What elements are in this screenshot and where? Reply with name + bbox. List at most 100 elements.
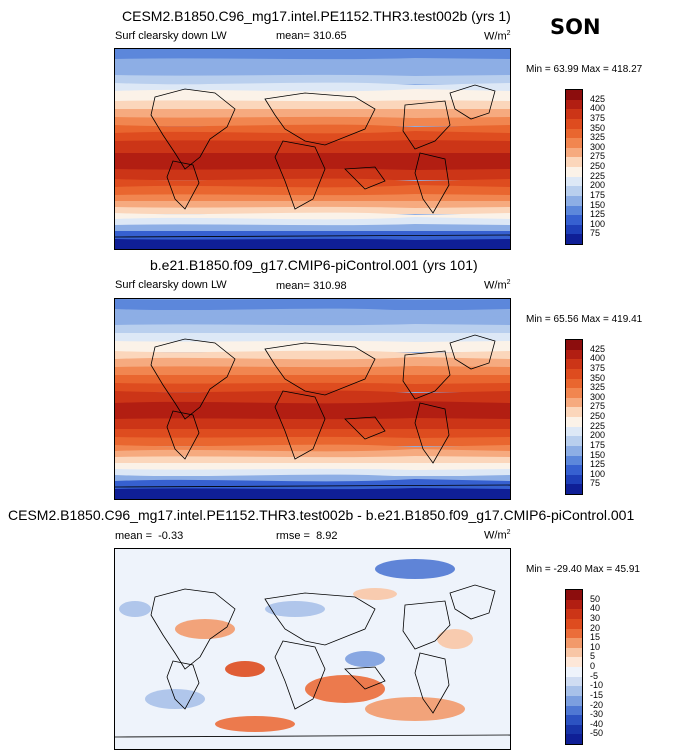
coastline [449,584,496,620]
coastline [344,416,386,440]
colorbar-swatch [566,657,582,667]
map-band [115,463,510,470]
colorbar-tick-label: 100 [590,218,606,229]
colorbar-tick-label: -15 [590,689,604,700]
map-band [115,201,510,208]
map-band [115,109,510,118]
colorbar-swatch [566,234,582,244]
coastline [402,100,451,150]
coastline [402,350,451,400]
colorbar-swatch [566,484,582,494]
colorbar-tick-label: 375 [590,362,606,373]
colorbar-swatch [566,90,582,100]
map-anomaly [365,697,465,721]
map-band [115,456,510,464]
colorbar-swatch [566,724,582,735]
colorbar-tick-label: 5 [590,651,596,662]
colorbar-tick-label: 125 [590,209,606,220]
colorbar-tick-label: 375 [590,112,606,123]
colorbar-swatch [566,138,582,148]
colorbar-tick-label: 425 [590,93,606,104]
panel1-title: CESM2.B1850.C96_mg17.intel.PE1152.THR3.t… [122,8,511,24]
coastline [344,166,386,190]
map-band [115,206,510,214]
map-band [115,429,510,438]
colorbar-swatch [566,407,582,417]
map-anomaly [265,601,325,617]
colorbar-tick-label: 200 [590,180,606,191]
map-band [115,231,510,240]
colorbar-tick-label: 350 [590,122,606,133]
coastline [414,152,450,214]
colorbar-tick-label: 275 [590,151,606,162]
coastline [449,84,496,120]
map-band [115,375,510,384]
coastline [166,660,200,710]
panel1-variable: Surf clearsky down LW [115,30,227,42]
map-band [115,479,510,490]
colorbar-tick-label: 250 [590,161,606,171]
colorbar-tick-label: 300 [590,391,606,402]
panel3-map-svg [115,549,510,749]
colorbar-swatch [566,167,582,177]
coastline [166,160,200,210]
colorbar-tick-label: 350 [590,372,606,383]
colorbar-tick-label: 100 [590,468,606,479]
colorbar-swatch [566,695,582,706]
map-band [115,488,510,499]
colorbar-swatch [566,705,582,716]
colorbar-swatch [566,215,582,225]
coastline [115,234,510,238]
colorbar-tick-label: -50 [590,728,604,739]
colorbar-swatch [566,465,582,475]
colorbar-tick-label: 150 [590,199,606,210]
map-band [115,468,510,476]
colorbar-tick-label: -30 [590,709,604,720]
colorbar-tick-label: 400 [590,103,606,114]
panel2-map-svg [115,299,510,499]
colorbar-swatch [566,388,582,398]
map-band [115,74,510,84]
colorbar-swatch [566,147,582,158]
colorbar-swatch [566,426,582,437]
colorbar-swatch [566,368,582,379]
panel1-units: W/m2 [484,30,511,43]
colorbar-swatch [566,340,582,350]
panel3-rmse: rmse = 8.92 [276,530,338,542]
colorbar-tick-label: 225 [590,170,606,181]
panel3-map [114,548,511,750]
coastline [414,652,450,714]
colorbar-tick-label: -5 [590,670,599,681]
panel1-map-svg [115,49,510,249]
colorbar-swatch [566,99,582,110]
map-band [115,224,510,232]
map-band [115,324,510,334]
colorbar-swatch [566,474,582,485]
map-band [115,217,510,226]
panel3-minmax: Min = -29.40 Max = 45.91 [526,564,640,575]
coastline [344,666,386,690]
colorbar-swatch [566,628,582,639]
colorbar-swatch [566,590,582,600]
colorbar-tick-label: -10 [590,680,604,691]
colorbar-swatch [566,734,582,744]
map-anomaly [225,661,265,677]
coastline [274,390,326,460]
coastline [402,600,451,650]
colorbar-swatch [566,118,582,129]
coastline [115,734,510,738]
map-band [115,58,510,68]
panel2-mean: mean= 310.98 [276,280,347,292]
colorbar-swatch [566,359,582,369]
colorbar-tick-label: 250 [590,411,606,421]
map-band [115,194,510,202]
colorbar-swatch [566,667,582,677]
map-band [115,299,510,310]
map-band [115,100,510,110]
map-anomaly [437,629,473,649]
panel3-units: W/m2 [484,529,511,542]
colorbar-swatch [566,109,582,119]
map-band [115,436,510,446]
colorbar-tick-label: 0 [590,661,596,671]
panel2-title: b.e21.B1850.f09_g17.CMIP6-piControl.001 … [150,257,478,273]
